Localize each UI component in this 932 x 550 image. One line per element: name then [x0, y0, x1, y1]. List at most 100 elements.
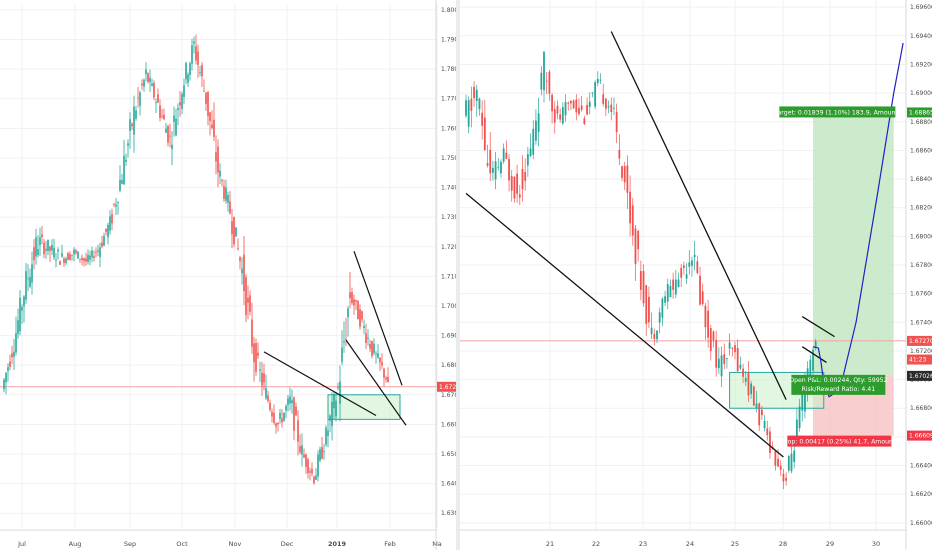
- candle[interactable]: [223, 186, 225, 199]
- candle[interactable]: [669, 286, 672, 298]
- candle[interactable]: [626, 165, 629, 193]
- candle[interactable]: [303, 454, 305, 458]
- candle[interactable]: [599, 79, 602, 81]
- candle[interactable]: [191, 45, 193, 64]
- candle[interactable]: [199, 72, 201, 73]
- candle[interactable]: [779, 465, 782, 470]
- candle[interactable]: [489, 150, 492, 174]
- candle[interactable]: [217, 146, 219, 173]
- candle[interactable]: [812, 349, 814, 371]
- candle[interactable]: [578, 107, 580, 115]
- candle[interactable]: [301, 445, 303, 455]
- candle[interactable]: [151, 83, 153, 86]
- candle[interactable]: [181, 93, 183, 109]
- candle[interactable]: [147, 73, 149, 83]
- candle[interactable]: [677, 279, 680, 288]
- candle[interactable]: [782, 473, 785, 482]
- candle[interactable]: [699, 275, 701, 305]
- candle[interactable]: [139, 92, 141, 106]
- candle[interactable]: [47, 239, 49, 252]
- candle[interactable]: [367, 337, 369, 339]
- candle[interactable]: [7, 367, 9, 372]
- candle[interactable]: [239, 257, 241, 262]
- candle[interactable]: [483, 117, 486, 151]
- candle[interactable]: [545, 80, 548, 82]
- candle[interactable]: [648, 296, 650, 323]
- candle[interactable]: [586, 104, 588, 115]
- candle[interactable]: [790, 453, 793, 472]
- candle[interactable]: [365, 333, 367, 343]
- candle[interactable]: [731, 347, 734, 349]
- candle[interactable]: [516, 173, 519, 194]
- candle[interactable]: [618, 149, 621, 159]
- candle[interactable]: [529, 148, 532, 157]
- candle[interactable]: [478, 98, 481, 110]
- candle[interactable]: [277, 423, 279, 425]
- candle[interactable]: [497, 166, 500, 168]
- candle[interactable]: [295, 406, 297, 416]
- candle[interactable]: [285, 406, 287, 411]
- candle[interactable]: [327, 430, 329, 436]
- candle[interactable]: [183, 85, 185, 97]
- candle[interactable]: [492, 167, 494, 173]
- candle[interactable]: [55, 259, 57, 261]
- candle[interactable]: [315, 475, 317, 480]
- candle[interactable]: [758, 403, 761, 426]
- candle[interactable]: [167, 125, 169, 143]
- candle[interactable]: [591, 92, 594, 94]
- candle[interactable]: [526, 154, 529, 166]
- candle[interactable]: [251, 319, 253, 347]
- candle[interactable]: [111, 214, 113, 224]
- candle[interactable]: [774, 450, 777, 466]
- candle[interactable]: [734, 345, 736, 353]
- candle[interactable]: [3, 379, 5, 390]
- candle[interactable]: [205, 92, 207, 105]
- candle[interactable]: [610, 104, 613, 113]
- candle[interactable]: [712, 331, 715, 341]
- candle[interactable]: [540, 72, 543, 90]
- candle[interactable]: [341, 347, 343, 362]
- candle[interactable]: [387, 376, 389, 383]
- candle[interactable]: [21, 306, 23, 311]
- candle[interactable]: [203, 90, 205, 92]
- candle[interactable]: [69, 254, 71, 260]
- candle[interactable]: [323, 451, 325, 452]
- candle[interactable]: [91, 250, 93, 258]
- candle[interactable]: [375, 353, 377, 355]
- candle[interactable]: [720, 355, 723, 377]
- candle[interactable]: [135, 110, 137, 119]
- candle[interactable]: [267, 395, 269, 401]
- candle[interactable]: [207, 91, 209, 117]
- candle[interactable]: [521, 168, 524, 190]
- candle[interactable]: [253, 343, 255, 363]
- candle[interactable]: [639, 271, 642, 290]
- candle[interactable]: [317, 454, 319, 477]
- candle[interactable]: [494, 161, 497, 180]
- candle[interactable]: [653, 334, 656, 340]
- candle[interactable]: [602, 94, 605, 104]
- candle[interactable]: [153, 83, 155, 98]
- candle[interactable]: [543, 51, 545, 91]
- support-zone[interactable]: [327, 394, 401, 420]
- candle[interactable]: [103, 235, 105, 246]
- candle[interactable]: [313, 476, 315, 484]
- candle[interactable]: [307, 459, 309, 474]
- candle[interactable]: [701, 291, 704, 305]
- candle[interactable]: [739, 364, 742, 369]
- candle[interactable]: [9, 361, 11, 367]
- candle[interactable]: [73, 249, 75, 255]
- candle[interactable]: [785, 477, 788, 481]
- candle[interactable]: [133, 106, 135, 135]
- trendline[interactable]: [263, 351, 377, 417]
- candle[interactable]: [524, 171, 527, 181]
- candle[interactable]: [801, 390, 804, 411]
- candle[interactable]: [289, 396, 291, 404]
- candle[interactable]: [123, 155, 125, 185]
- candle[interactable]: [381, 362, 383, 366]
- candle[interactable]: [261, 372, 263, 386]
- candle[interactable]: [535, 120, 537, 141]
- candle[interactable]: [179, 102, 181, 106]
- candle[interactable]: [145, 69, 147, 75]
- candle[interactable]: [470, 98, 473, 111]
- candle[interactable]: [798, 406, 801, 429]
